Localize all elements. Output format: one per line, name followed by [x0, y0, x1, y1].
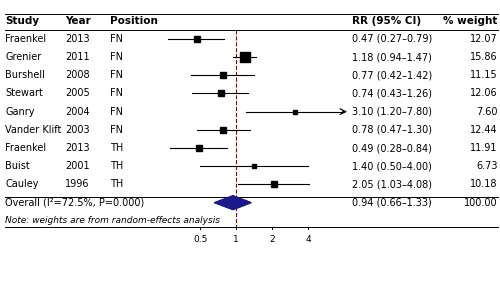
- Text: 12.07: 12.07: [470, 34, 498, 44]
- Text: Cauley: Cauley: [5, 179, 38, 189]
- Text: 0.94 (0.66–1.33): 0.94 (0.66–1.33): [352, 198, 432, 208]
- Text: Overall (I²=72.5%, P=0.000): Overall (I²=72.5%, P=0.000): [5, 198, 144, 208]
- Text: Study: Study: [5, 15, 39, 26]
- Text: FN: FN: [110, 52, 123, 62]
- Text: Grenier: Grenier: [5, 52, 41, 62]
- Text: 2003: 2003: [65, 125, 90, 135]
- Text: 1: 1: [234, 234, 239, 244]
- Text: 2005: 2005: [65, 88, 90, 98]
- Text: TH: TH: [110, 161, 123, 171]
- Text: FN: FN: [110, 88, 123, 98]
- Text: 0.77 (0.42–1.42): 0.77 (0.42–1.42): [352, 70, 433, 80]
- Text: TH: TH: [110, 179, 123, 189]
- Text: 15.86: 15.86: [470, 52, 498, 62]
- Text: 7.60: 7.60: [476, 107, 498, 117]
- Text: Position: Position: [110, 15, 158, 26]
- Text: 1.40 (0.50–4.00): 1.40 (0.50–4.00): [352, 161, 432, 171]
- Text: FN: FN: [110, 107, 123, 117]
- Text: 2008: 2008: [65, 70, 90, 80]
- Text: 12.06: 12.06: [470, 88, 498, 98]
- Text: 2013: 2013: [65, 34, 90, 44]
- Text: Fraenkel: Fraenkel: [5, 34, 46, 44]
- Text: Ganry: Ganry: [5, 107, 34, 117]
- Polygon shape: [214, 196, 251, 210]
- Text: 1996: 1996: [65, 179, 90, 189]
- Text: 0.49 (0.28–0.84): 0.49 (0.28–0.84): [352, 143, 432, 153]
- Text: 11.91: 11.91: [470, 143, 498, 153]
- Text: % weight: % weight: [443, 15, 498, 26]
- Text: TH: TH: [110, 143, 123, 153]
- Text: 11.15: 11.15: [470, 70, 498, 80]
- Text: 0.78 (0.47–1.30): 0.78 (0.47–1.30): [352, 125, 432, 135]
- Text: FN: FN: [110, 34, 123, 44]
- Text: 6.73: 6.73: [476, 161, 498, 171]
- Text: Burshell: Burshell: [5, 70, 45, 80]
- Text: RR (95% CI): RR (95% CI): [352, 15, 422, 26]
- Text: 2004: 2004: [65, 107, 90, 117]
- Text: 2013: 2013: [65, 143, 90, 153]
- Text: 4: 4: [306, 234, 311, 244]
- Text: Fraenkel: Fraenkel: [5, 143, 46, 153]
- Text: FN: FN: [110, 125, 123, 135]
- Text: 2001: 2001: [65, 161, 90, 171]
- Text: Buist: Buist: [5, 161, 30, 171]
- Text: 2.05 (1.03–4.08): 2.05 (1.03–4.08): [352, 179, 432, 189]
- Text: 0.74 (0.43–1.26): 0.74 (0.43–1.26): [352, 88, 432, 98]
- Text: Stewart: Stewart: [5, 88, 43, 98]
- Text: 3.10 (1.20–7.80): 3.10 (1.20–7.80): [352, 107, 432, 117]
- Text: 10.18: 10.18: [470, 179, 498, 189]
- Text: 0.5: 0.5: [193, 234, 208, 244]
- Text: Note: weights are from random-effects analysis: Note: weights are from random-effects an…: [5, 216, 220, 225]
- Text: FN: FN: [110, 70, 123, 80]
- Text: 2: 2: [270, 234, 275, 244]
- Text: Year: Year: [65, 15, 91, 26]
- Text: Vander Klift: Vander Klift: [5, 125, 62, 135]
- Text: 2011: 2011: [65, 52, 90, 62]
- Text: 100.00: 100.00: [464, 198, 498, 208]
- Text: 0.47 (0.27–0.79): 0.47 (0.27–0.79): [352, 34, 433, 44]
- Text: 1.18 (0.94–1.47): 1.18 (0.94–1.47): [352, 52, 432, 62]
- Text: 12.44: 12.44: [470, 125, 498, 135]
